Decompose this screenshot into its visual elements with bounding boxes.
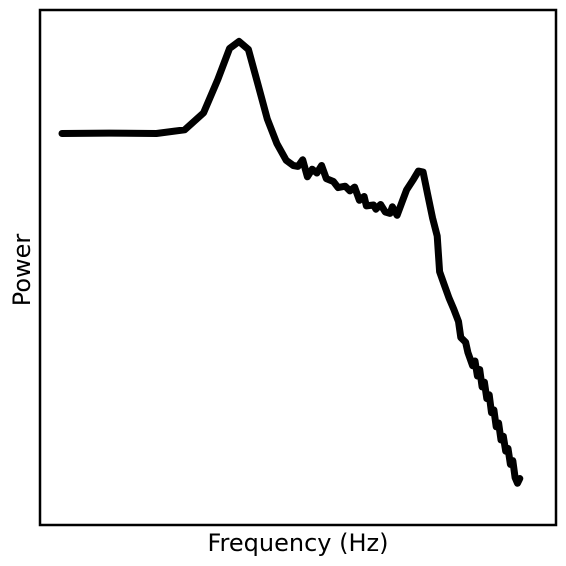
plot-area-frame: [38, 8, 558, 527]
power-spectrum-line: [58, 37, 524, 487]
x-axis-label: Frequency (Hz): [208, 529, 389, 557]
y-axis-label: Power: [8, 234, 36, 307]
